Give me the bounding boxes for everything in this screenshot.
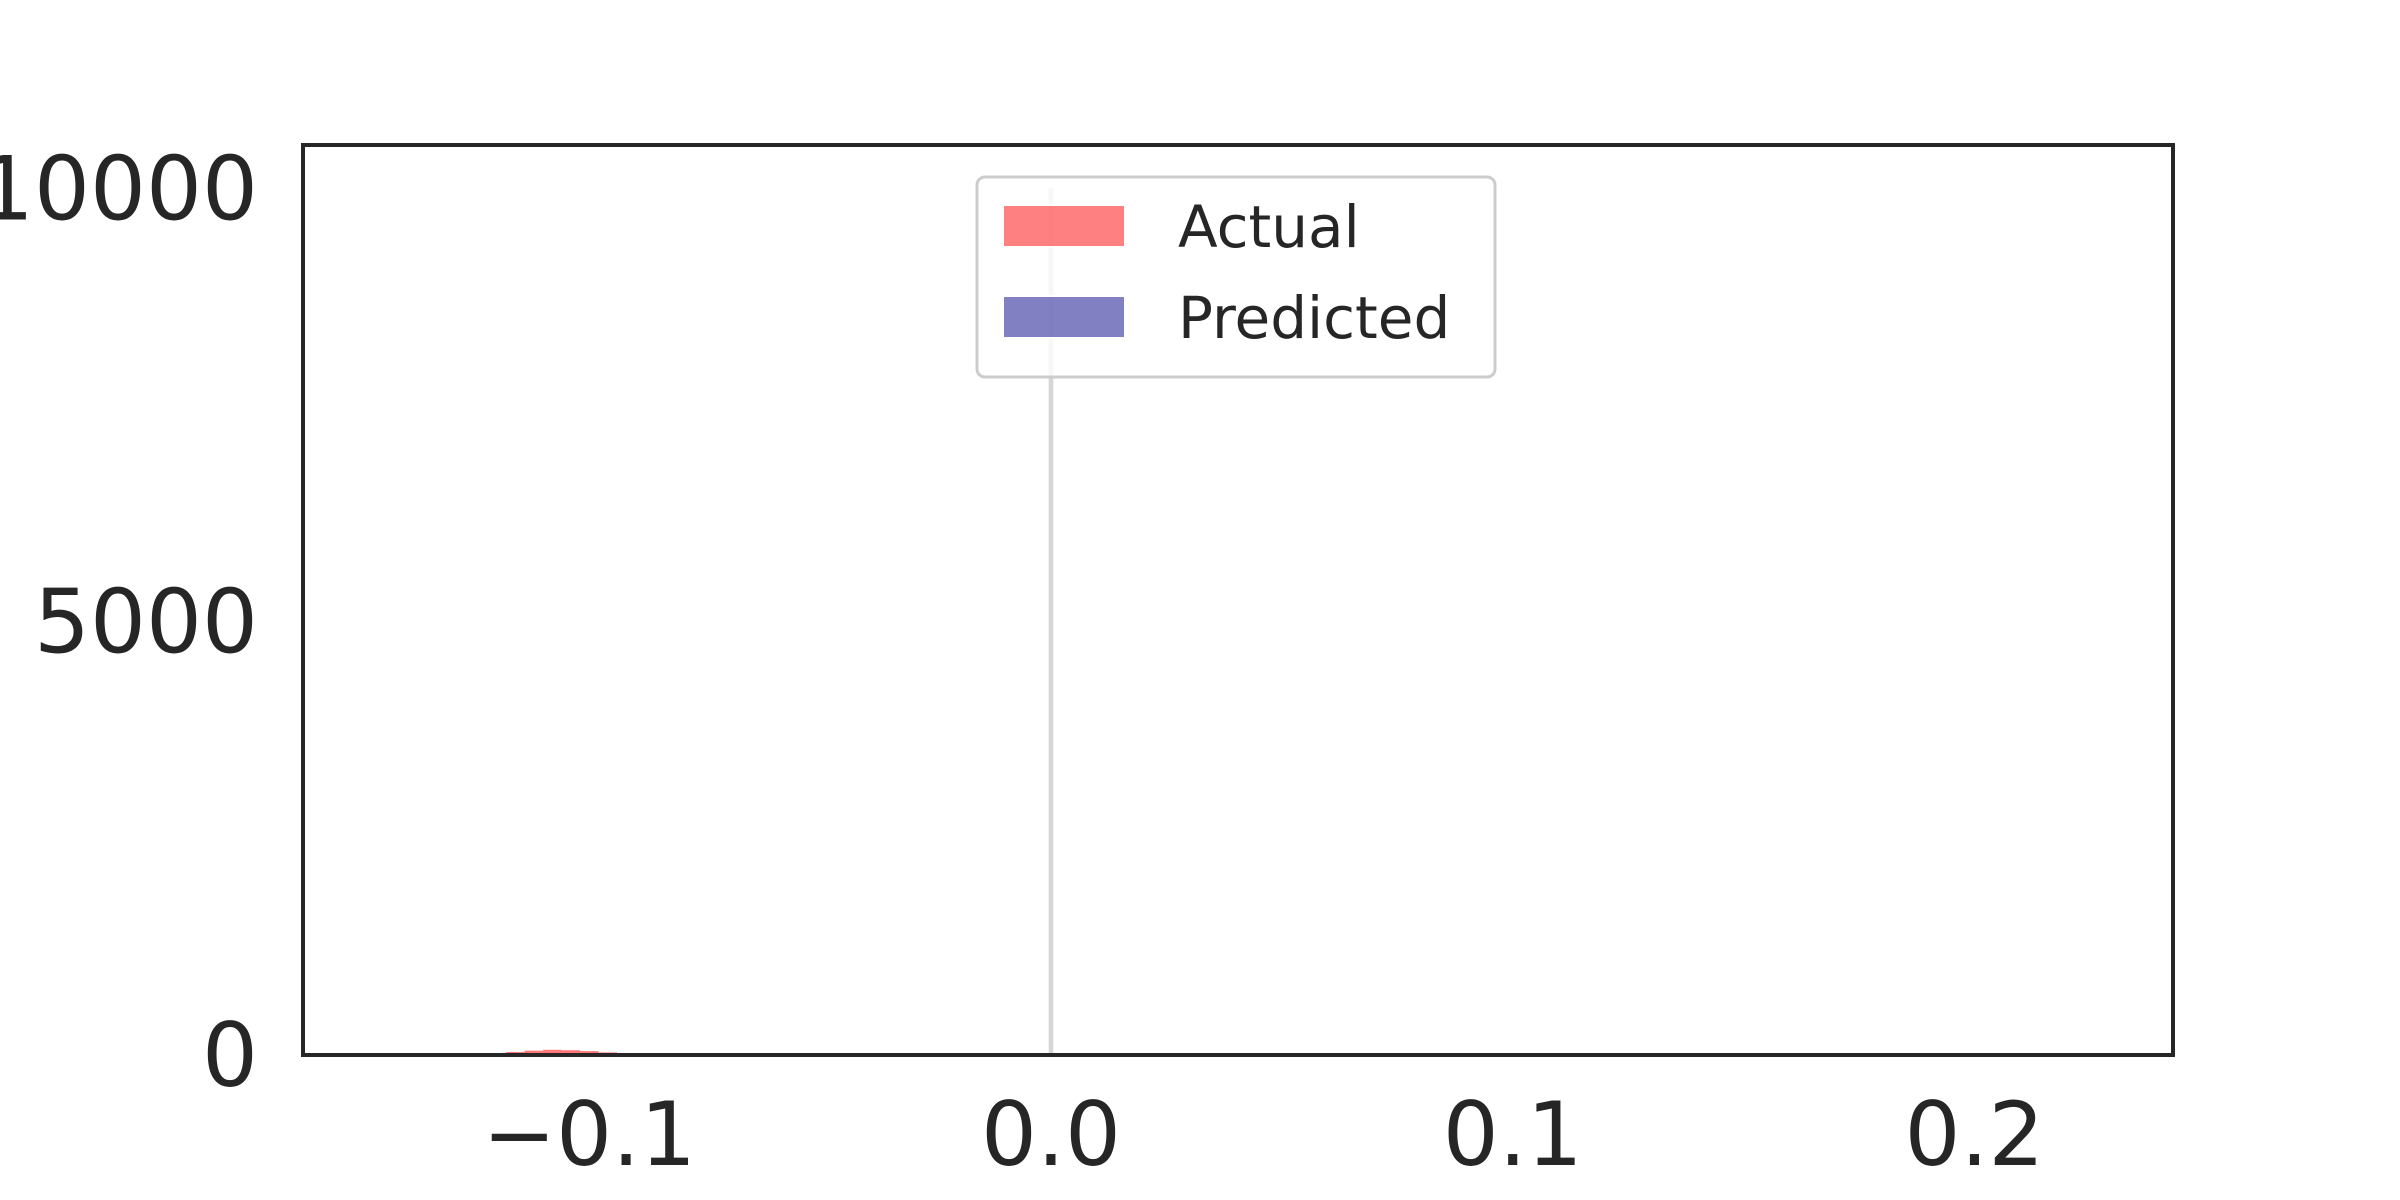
x-tick-label-1: 0.0 [981,1083,1121,1186]
legend: Actual Predicted [975,175,1497,379]
y-tick-label-2: 10000 [0,137,258,240]
y-axis-ticks: 0 5000 10000 [0,137,258,1107]
x-tick-label-2: 0.1 [1443,1083,1583,1186]
bar-predicted-0 [1048,188,1054,1056]
legend-swatch-actual [1002,204,1126,248]
bars-layer [487,188,1054,1056]
legend-swatch-predicted [1002,295,1126,339]
bar-actual-2 [524,1050,544,1055]
bar-actual-3 [543,1049,562,1055]
x-tick-label-3: 0.2 [1904,1083,2044,1186]
y-tick-label-1: 5000 [34,571,258,674]
x-tick-label-0: −0.1 [482,1083,696,1186]
y-tick-label-0: 0 [202,1004,258,1107]
bar-actual-4 [561,1050,581,1055]
plot-area-frame [301,143,2175,1057]
legend-label-predicted: Predicted [1178,284,1450,352]
x-axis-ticks: −0.1 0.0 0.1 0.2 [482,1083,2044,1186]
legend-label-actual: Actual [1178,193,1360,261]
